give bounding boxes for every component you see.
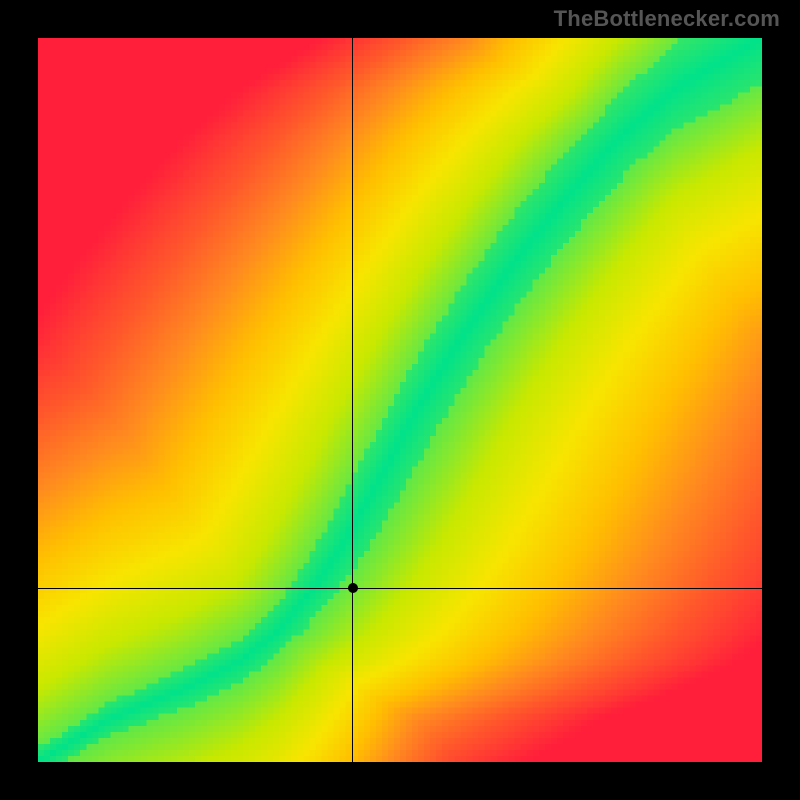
crosshair-horizontal — [38, 588, 762, 589]
crosshair-marker — [348, 583, 358, 593]
crosshair-vertical — [352, 38, 353, 762]
bottleneck-heatmap — [38, 38, 762, 762]
watermark-text: TheBottlenecker.com — [554, 6, 780, 32]
heatmap-canvas — [38, 38, 762, 762]
